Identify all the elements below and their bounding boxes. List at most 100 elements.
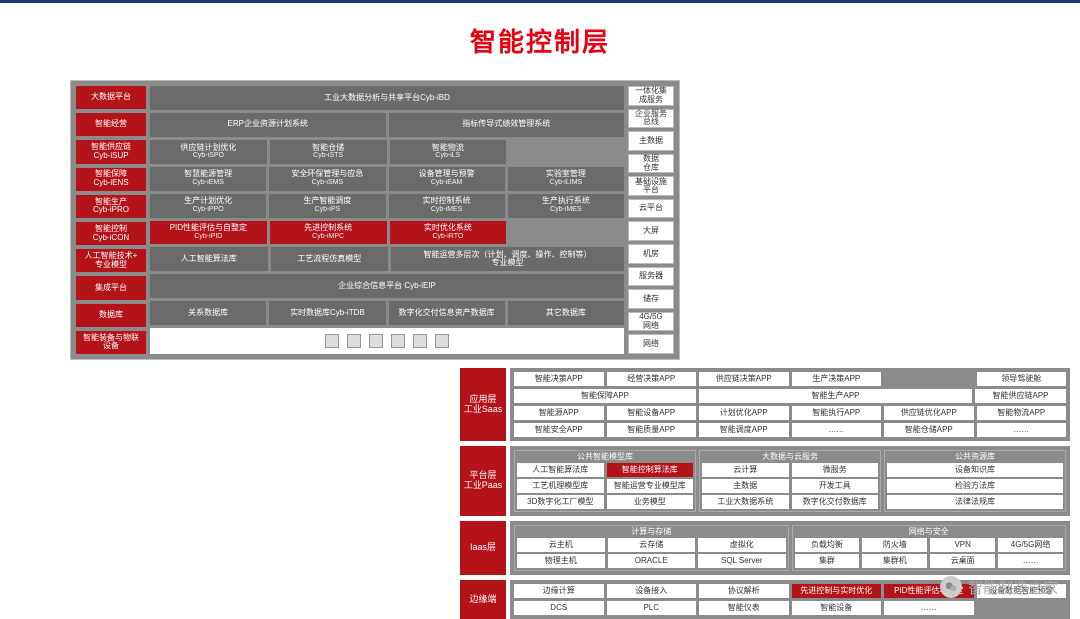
top-right-cell: 大屏 [628, 221, 674, 241]
top-right-cell: 一体化集成服务 [628, 86, 674, 106]
top-row: 人工智能算法库工艺流程仿真模型智能运营多层次（计划、调度、操作、控制等）专业模型 [150, 247, 624, 271]
watermark-text: 智能制造之家 [968, 577, 1058, 598]
bottom-cell: 领导驾驶舱 [977, 372, 1067, 386]
watermark: 智能制造之家 [940, 576, 1058, 598]
bottom-red-cell: 先进控制与实时优化 [792, 584, 882, 598]
bottom-row: 人工智能算法库智能控制算法库 [517, 463, 693, 477]
bottom-cell: 云主机 [517, 538, 605, 552]
bottom-cell: 智能安全APP [514, 423, 604, 437]
bottom-cell: 供应链优化APP [884, 406, 974, 420]
section-group-row: 计算与存储云主机云存储虚拟化物理主机ORACLESQL Server网络与安全负… [514, 525, 1066, 571]
bottom-row: 智能源APP智能设备APP计划优化APP智能执行APP供应链优化APP智能物流A… [514, 406, 1066, 420]
section-tab: 边缘端 [460, 580, 506, 619]
bottom-cell: 设备接入 [607, 584, 697, 598]
bottom-row: 负载均衡防火墙VPN4G/5G网络 [795, 538, 1064, 552]
top-right-cell: 云平台 [628, 199, 674, 219]
bottom-cell: 协议解析 [699, 584, 789, 598]
top-left-tab: 智能生产Cyb-iPRO [76, 195, 146, 218]
top-gray-cell: 工艺流程仿真模型 [271, 247, 389, 271]
bottom-row: 云主机云存储虚拟化 [517, 538, 786, 552]
wechat-icon [940, 576, 962, 598]
bottom-row: 云计算微服务 [702, 463, 878, 477]
bottom-cell: 防火墙 [862, 538, 927, 552]
bottom-row: 设备知识库 [887, 463, 1063, 477]
group-head: 计算与存储 [517, 528, 786, 536]
top-gray-cell: 设备管理与预警Cyb-iEAM [389, 167, 505, 191]
top-row: ERP企业资源计划系统指标传导式绩效管理系统 [150, 113, 624, 137]
bottom-cell: …… [977, 423, 1067, 437]
section-group: 网络与安全负载均衡防火墙VPN4G/5G网络集群集群机云桌面…… [792, 525, 1067, 571]
bottom-cell: 工艺机理模型库 [517, 479, 604, 493]
bottom-cell: 云桌面 [930, 554, 995, 568]
page-top-border [0, 0, 1080, 3]
top-row: 工业大数据分析与共享平台Cyb-iBD [150, 86, 624, 110]
top-row: 企业综合信息平台 Cyb-iEIP [150, 274, 624, 298]
top-right-cell: 4G/5G网络 [628, 312, 674, 332]
top-gray-cell: ERP企业资源计划系统 [150, 113, 386, 137]
top-row: 生产计划优化Cyb-iPPO生产智能调度Cyb-iPS实时控制系统Cyb-iME… [150, 194, 624, 218]
top-gray-cell: 智能物流Cyb-iLS [390, 140, 507, 164]
top-gray-cell: 指标传导式绩效管理系统 [389, 113, 625, 137]
top-gray-cell: 关系数据库 [150, 301, 266, 325]
bottom-cell: 业务模型 [607, 495, 694, 509]
bottom-cell: 智能质量APP [607, 423, 697, 437]
top-gray-cell: 企业综合信息平台 Cyb-iEIP [150, 274, 624, 298]
bottom-cell: 边缘计算 [514, 584, 604, 598]
bottom-cell: 数字化交付数据库 [792, 495, 879, 509]
top-diagram: 大数据平台智能经营智能供应链Cyb-iSUP智能保障Cyb-iENS智能生产Cy… [70, 80, 680, 360]
bottom-cell: 智能仓储APP [884, 423, 974, 437]
top-gray-cell: 数字化交付信息资产数据库 [389, 301, 505, 325]
top-left-tab: 智能控制Cyb-iCON [76, 222, 146, 245]
top-gray-cell: 生产执行系统Cyb-iMES [508, 194, 624, 218]
bottom-cell: 云计算 [702, 463, 789, 477]
top-left-tab: 人工智能技术+专业模型 [76, 249, 146, 272]
bottom-section: 应用层工业Saas智能决策APP经营决策APP供应链决策APP生产决策APP领导… [460, 368, 1070, 441]
top-right-cell: 企业服务总线 [628, 109, 674, 129]
section-group: 计算与存储云主机云存储虚拟化物理主机ORACLESQL Server [514, 525, 789, 571]
group-head: 网络与安全 [795, 528, 1064, 536]
top-gray-cell: 实时数据库Cyb-iTDB [269, 301, 385, 325]
top-mid-grid: 工业大数据分析与共享平台Cyb-iBD ERP企业资源计划系统指标传导式绩效管理系… [150, 86, 624, 354]
bottom-cell: VPN [930, 538, 995, 552]
top-right-side: 一体化集成服务企业服务总线主数据数据仓库基础设施平台云平台大屏机房服务器储存4G… [628, 86, 674, 354]
bottom-cell: 智能供应链APP [975, 389, 1066, 403]
bottom-row: 工业大数据系统数字化交付数据库 [702, 495, 878, 509]
bottom-section: Iaas层计算与存储云主机云存储虚拟化物理主机ORACLESQL Server网… [460, 521, 1070, 575]
top-right-cell: 机房 [628, 244, 674, 264]
bottom-cell: 主数据 [702, 479, 789, 493]
top-gray-cell: 安全环保管理与应急Cyb-iSMS [269, 167, 385, 191]
top-row: 关系数据库实时数据库Cyb-iTDB数字化交付信息资产数据库其它数据库 [150, 301, 624, 325]
top-right-cell: 数据仓库 [628, 154, 674, 174]
bottom-cell: 智能源APP [514, 406, 604, 420]
device-icon [435, 334, 449, 348]
bottom-cell: 供应链决策APP [699, 372, 789, 386]
top-right-cell: 服务器 [628, 267, 674, 287]
section-group-row: 公共智能模型库人工智能算法库智能控制算法库工艺机理模型库智能运营专业模型库3D数… [514, 450, 1066, 512]
bottom-section: 平台层工业Paas公共智能模型库人工智能算法库智能控制算法库工艺机理模型库智能运… [460, 446, 1070, 516]
bottom-cell: 经营决策APP [607, 372, 697, 386]
bottom-cell: 工业大数据系统 [702, 495, 789, 509]
top-left-tabs: 大数据平台智能经营智能供应链Cyb-iSUP智能保障Cyb-iENS智能生产Cy… [76, 86, 146, 354]
bottom-row: 集群集群机云桌面…… [795, 554, 1064, 568]
group-head: 大数据与云服务 [702, 453, 878, 461]
top-left-tab: 智能保障Cyb-iENS [76, 168, 146, 191]
bottom-cell: 检验方法库 [887, 479, 1063, 493]
device-icon [347, 334, 361, 348]
bottom-cell: 智能物流APP [977, 406, 1067, 420]
top-right-cell: 网络 [628, 334, 674, 354]
bottom-cell: SQL Server [698, 554, 786, 568]
bottom-row: 智能保障APP智能生产APP智能供应链APP [514, 389, 1066, 403]
top-gray-cell: 其它数据库 [508, 301, 624, 325]
bottom-cell: ORACLE [608, 554, 696, 568]
bottom-diagram: 应用层工业Saas智能决策APP经营决策APP供应链决策APP生产决策APP领导… [460, 368, 1070, 600]
device-icon [369, 334, 383, 348]
bottom-cell: 集群 [795, 554, 860, 568]
bottom-cell: 虚拟化 [698, 538, 786, 552]
top-left-tab: 集成平台 [76, 276, 146, 299]
top-gray-cell: 供应链计划优化Cyb-iSPO [150, 140, 267, 164]
bottom-cell: 智能调度APP [699, 423, 789, 437]
top-left-tab: 智能经营 [76, 113, 146, 136]
bottom-cell: 负载均衡 [795, 538, 860, 552]
bottom-cell: 云存储 [608, 538, 696, 552]
section-body: 计算与存储云主机云存储虚拟化物理主机ORACLESQL Server网络与安全负… [510, 521, 1070, 575]
